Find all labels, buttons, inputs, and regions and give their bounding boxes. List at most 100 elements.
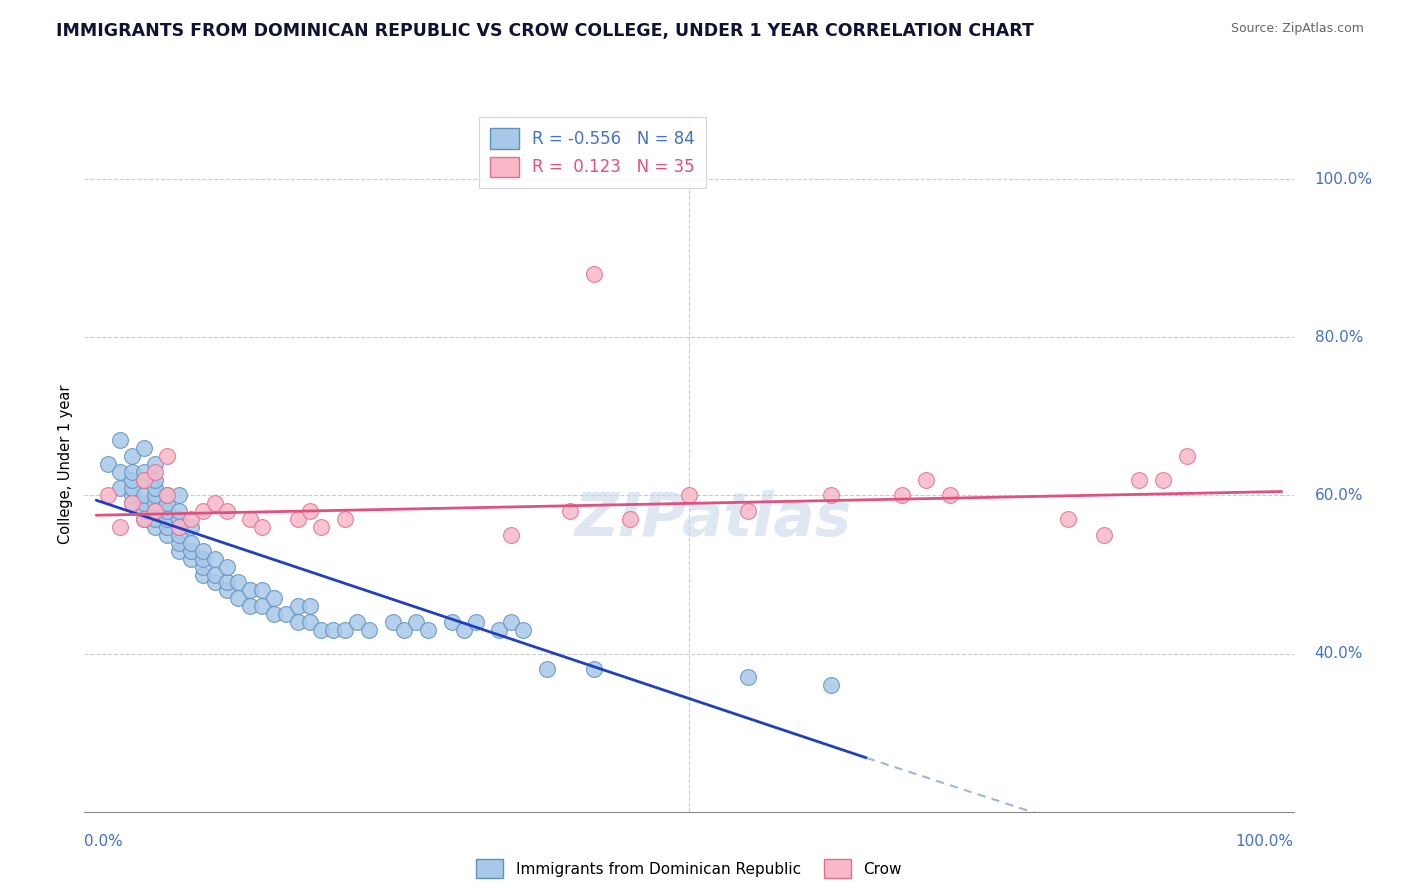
- Point: [298, 615, 321, 629]
- Point: [381, 615, 404, 629]
- Text: 40.0%: 40.0%: [1315, 646, 1362, 661]
- Point: [145, 504, 167, 518]
- Point: [121, 488, 143, 502]
- Point: [167, 488, 190, 502]
- Point: [1092, 528, 1115, 542]
- Point: [132, 465, 155, 479]
- Text: 100.0%: 100.0%: [1315, 172, 1372, 186]
- Point: [191, 559, 214, 574]
- Point: [132, 473, 155, 487]
- Point: [263, 591, 285, 606]
- Point: [333, 512, 356, 526]
- Point: [298, 504, 321, 518]
- Point: [820, 488, 842, 502]
- Point: [145, 481, 167, 495]
- Point: [180, 512, 202, 526]
- Point: [204, 496, 226, 510]
- Point: [405, 615, 427, 629]
- Point: [891, 488, 914, 502]
- Point: [820, 678, 842, 692]
- Point: [156, 496, 179, 510]
- Text: ZIPatlas: ZIPatlas: [575, 490, 852, 549]
- Point: [132, 441, 155, 455]
- Point: [287, 512, 309, 526]
- Point: [156, 520, 179, 534]
- Legend: Immigrants from Dominican Republic, Crow: Immigrants from Dominican Republic, Crow: [470, 854, 908, 884]
- Point: [239, 599, 262, 614]
- Point: [180, 551, 202, 566]
- Point: [215, 575, 238, 590]
- Point: [121, 496, 143, 510]
- Point: [108, 481, 131, 495]
- Point: [298, 599, 321, 614]
- Point: [204, 551, 226, 566]
- Point: [97, 488, 120, 502]
- Point: [156, 512, 179, 526]
- Point: [1175, 449, 1198, 463]
- Text: 80.0%: 80.0%: [1315, 330, 1362, 345]
- Point: [287, 615, 309, 629]
- Point: [108, 433, 131, 447]
- Point: [915, 473, 938, 487]
- Point: [250, 583, 273, 598]
- Point: [132, 512, 155, 526]
- Point: [145, 488, 167, 502]
- Point: [394, 623, 416, 637]
- Point: [228, 591, 250, 606]
- Point: [121, 481, 143, 495]
- Point: [145, 457, 167, 471]
- Point: [167, 512, 190, 526]
- Point: [215, 583, 238, 598]
- Point: [228, 575, 250, 590]
- Text: Source: ZipAtlas.com: Source: ZipAtlas.com: [1230, 22, 1364, 36]
- Point: [156, 449, 179, 463]
- Point: [145, 465, 167, 479]
- Point: [488, 623, 510, 637]
- Point: [156, 504, 179, 518]
- Point: [145, 512, 167, 526]
- Point: [560, 504, 582, 518]
- Point: [156, 488, 179, 502]
- Point: [145, 496, 167, 510]
- Point: [737, 670, 759, 684]
- Text: 60.0%: 60.0%: [1315, 488, 1362, 503]
- Point: [121, 449, 143, 463]
- Point: [191, 551, 214, 566]
- Point: [191, 544, 214, 558]
- Point: [536, 662, 558, 676]
- Point: [156, 488, 179, 502]
- Point: [167, 528, 190, 542]
- Point: [156, 528, 179, 542]
- Point: [145, 520, 167, 534]
- Point: [132, 496, 155, 510]
- Point: [501, 528, 523, 542]
- Point: [132, 512, 155, 526]
- Point: [737, 504, 759, 518]
- Point: [1152, 473, 1174, 487]
- Point: [311, 623, 333, 637]
- Point: [418, 623, 440, 637]
- Point: [97, 457, 120, 471]
- Point: [239, 512, 262, 526]
- Point: [501, 615, 523, 629]
- Point: [263, 607, 285, 621]
- Point: [453, 623, 475, 637]
- Point: [180, 520, 202, 534]
- Point: [180, 544, 202, 558]
- Point: [583, 662, 606, 676]
- Point: [121, 473, 143, 487]
- Point: [215, 504, 238, 518]
- Point: [132, 488, 155, 502]
- Point: [108, 520, 131, 534]
- Point: [440, 615, 463, 629]
- Text: 100.0%: 100.0%: [1236, 834, 1294, 849]
- Point: [357, 623, 380, 637]
- Point: [250, 520, 273, 534]
- Point: [250, 599, 273, 614]
- Point: [145, 504, 167, 518]
- Point: [938, 488, 960, 502]
- Point: [167, 504, 190, 518]
- Point: [215, 559, 238, 574]
- Point: [678, 488, 700, 502]
- Point: [191, 504, 214, 518]
